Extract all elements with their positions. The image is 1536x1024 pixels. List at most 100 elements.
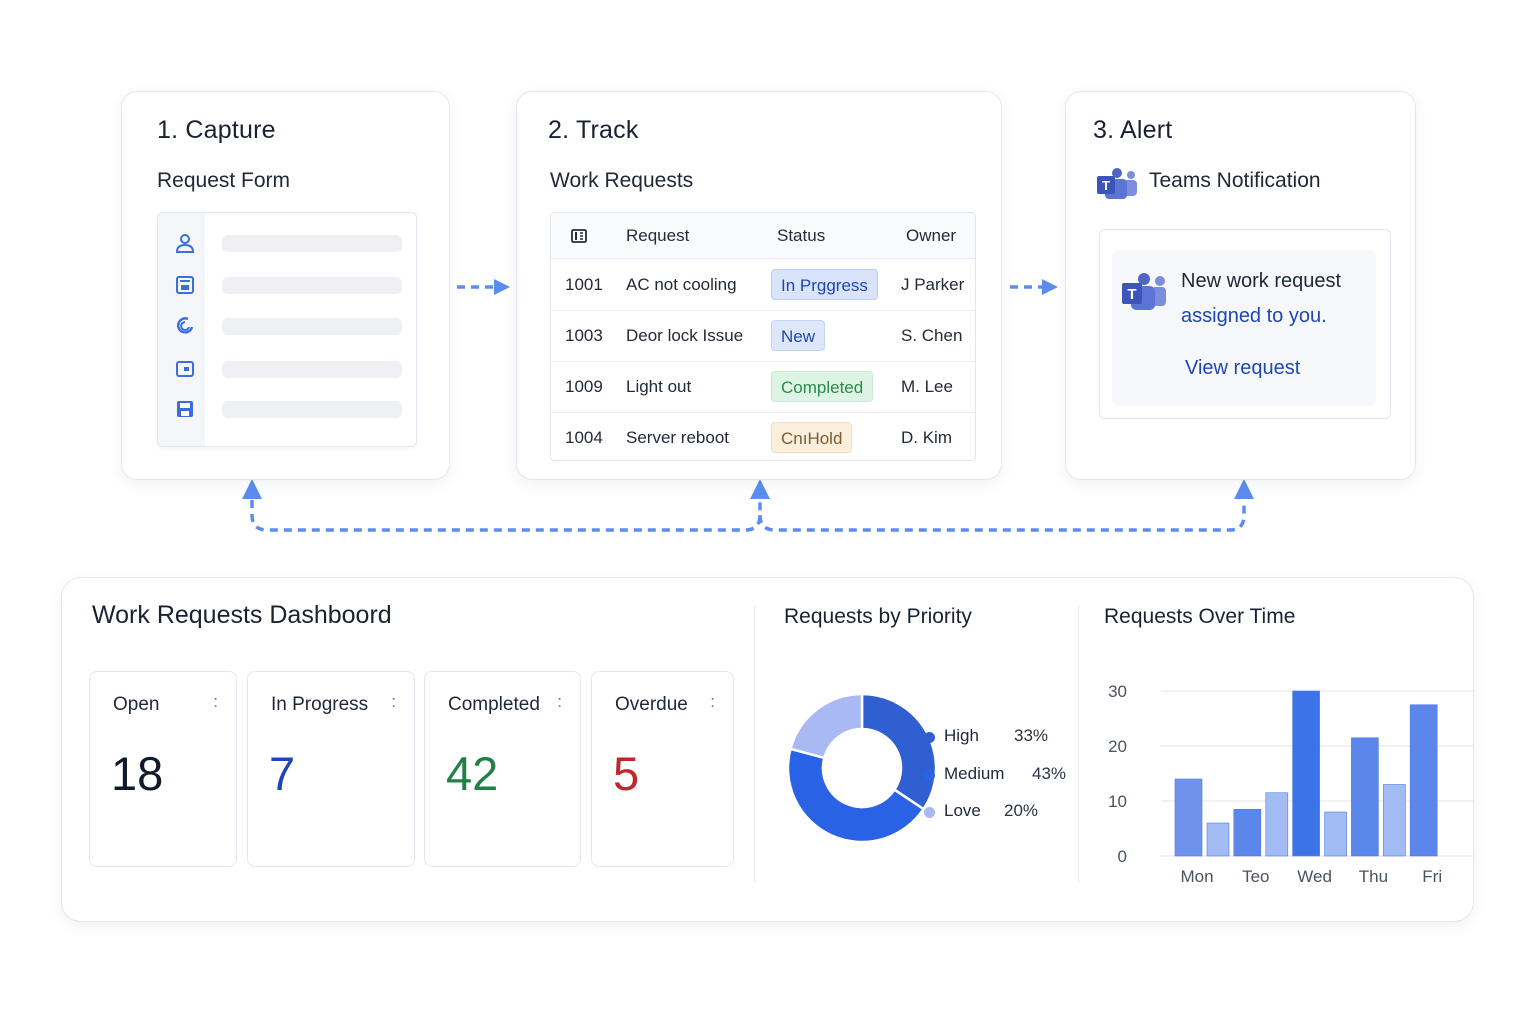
link-icon <box>177 317 194 334</box>
x-tick-label: Mon <box>1180 867 1213 886</box>
kpi-menu-icon[interactable]: : <box>391 692 396 711</box>
column-header-request[interactable]: Request <box>626 226 690 245</box>
work-requests-title: Work Requests <box>550 169 694 192</box>
priority-donut-chart <box>786 692 938 844</box>
id-column-icon <box>571 229 587 243</box>
legend-label: High <box>944 726 979 745</box>
kpi-label: In Progress <box>271 694 369 715</box>
kpi-card-in-progress[interactable]: In Progress: 7 <box>247 671 415 867</box>
donut-slice-love[interactable] <box>788 692 864 760</box>
legend-label: Medium <box>944 764 1005 783</box>
column-header-status[interactable]: Status <box>777 226 826 245</box>
arrow-head-up-icon <box>242 479 262 499</box>
x-tick-label: Fri <box>1422 867 1442 886</box>
form-input-placeholder[interactable] <box>222 235 402 252</box>
kpi-label: Open <box>113 694 160 715</box>
save-icon <box>177 401 193 417</box>
x-tick-label: Thu <box>1359 867 1388 886</box>
kpi-value: 42 <box>446 747 499 800</box>
kpi-card-open[interactable]: Open: 18 <box>89 671 237 867</box>
status-badge: In Prggress <box>771 269 878 300</box>
request-owner: M. Lee <box>901 377 953 396</box>
form-field-type[interactable] <box>158 270 416 300</box>
notification-panel: T New work request assigned to you. View… <box>1099 229 1391 419</box>
form-input-placeholder[interactable] <box>222 361 402 378</box>
card-icon <box>176 361 194 377</box>
status-badge: CnıHold <box>771 422 853 453</box>
notification-line-2: assigned to you. <box>1181 305 1327 327</box>
kpi-card-overdue[interactable]: Overdue: 5 <box>591 671 734 867</box>
y-tick-label: 0 <box>1118 847 1127 866</box>
form-input-placeholder[interactable] <box>222 277 402 294</box>
bar-fri-1[interactable] <box>1409 704 1438 857</box>
dashboard-title: Work Requests Dashboord <box>92 601 392 629</box>
kpi-label: Completed <box>448 694 540 715</box>
form-field-location[interactable] <box>158 311 416 341</box>
table-row[interactable]: 1004 Server reboot CnıHold D. Kim <box>551 413 975 460</box>
request-title: Server reboot <box>626 428 729 447</box>
y-tick-label: 10 <box>1108 792 1127 811</box>
form-field-details[interactable] <box>158 354 416 384</box>
kpi-card-completed[interactable]: Completed: 42 <box>424 671 581 867</box>
kpi-menu-icon[interactable]: : <box>710 692 715 711</box>
kpi-value: 18 <box>111 747 164 800</box>
bar-mon-2[interactable] <box>1206 822 1230 857</box>
bar-teo-2[interactable] <box>1265 792 1289 857</box>
form-field-attachment[interactable] <box>158 394 416 424</box>
person-icon <box>175 234 195 253</box>
view-request-link[interactable]: View request <box>1185 357 1301 379</box>
form-field-name[interactable] <box>158 228 416 258</box>
section-divider <box>1078 606 1079 882</box>
section-divider <box>754 606 755 882</box>
donut-slice-high[interactable] <box>860 692 938 811</box>
request-id: 1001 <box>565 275 603 294</box>
kpi-value: 5 <box>613 747 640 800</box>
bar-thu-2[interactable] <box>1383 784 1406 857</box>
track-card: 2. Track Work Requests Request Status Ow… <box>516 91 1002 480</box>
legend-percent: 20% <box>1004 801 1039 820</box>
status-badge: Completed <box>771 371 874 402</box>
priority-chart-title: Requests by Priority <box>784 605 972 628</box>
arrow-head-right-icon <box>1042 279 1058 295</box>
kpi-menu-icon[interactable]: : <box>557 692 562 711</box>
time-chart-title: Requests Over Time <box>1104 605 1296 628</box>
x-tick-label: Wed <box>1297 867 1332 886</box>
capture-card: 1. Capture Request Form <box>121 91 450 480</box>
capture-step-title: 1. Capture <box>157 116 276 144</box>
legend-swatch <box>924 770 935 781</box>
notification-line-1: New work request <box>1181 270 1342 292</box>
bar-teo-1[interactable] <box>1233 808 1262 857</box>
alert-step-title: 3. Alert <box>1093 116 1173 144</box>
legend-item-high: High 33% <box>924 726 1048 746</box>
legend-label: Love <box>944 801 981 820</box>
form-input-placeholder[interactable] <box>222 318 402 335</box>
bar-wed-2[interactable] <box>1324 811 1347 857</box>
table-row[interactable]: 1003 Deor lock Issue New S. Chen <box>551 311 975 362</box>
arrow-head-up-icon <box>750 479 770 499</box>
form-icon <box>176 276 194 294</box>
request-owner: J Parker <box>901 275 965 294</box>
legend-swatch <box>924 732 935 743</box>
table-row[interactable]: 1001 AC not cooling In Prggress J Parker <box>551 260 975 311</box>
y-tick-label: 30 <box>1108 682 1127 701</box>
request-owner: D. Kim <box>901 428 952 447</box>
svg-text:T: T <box>1127 286 1136 303</box>
bar-wed-1[interactable] <box>1292 690 1320 857</box>
arrow-head-up-icon <box>1234 479 1254 499</box>
work-requests-dashboard: Work Requests Dashboord Open: 18 In Progre… <box>61 577 1474 922</box>
form-input-placeholder[interactable] <box>222 401 402 418</box>
legend-percent: 43% <box>1032 764 1067 783</box>
kpi-label: Overdue <box>615 694 688 715</box>
kpi-menu-icon[interactable]: : <box>213 692 218 711</box>
table-row[interactable]: 1009 Light out Completed M. Lee <box>551 362 975 413</box>
svg-text:T: T <box>1102 178 1110 193</box>
donut-slice-medium[interactable] <box>786 747 926 844</box>
requests-over-time-chart: 0 10 20 30 Mon Teo Wed Thu Fri <box>1108 682 1473 886</box>
bar-thu-1[interactable] <box>1351 737 1379 857</box>
request-form-title: Request Form <box>157 169 291 192</box>
legend-percent: 33% <box>1014 726 1049 745</box>
bar-mon-1[interactable] <box>1174 778 1203 857</box>
teams-notification-title: Teams Notification <box>1149 169 1321 192</box>
notification-message[interactable]: T New work request assigned to you. View… <box>1112 250 1376 406</box>
column-header-owner[interactable]: Owner <box>906 226 957 245</box>
